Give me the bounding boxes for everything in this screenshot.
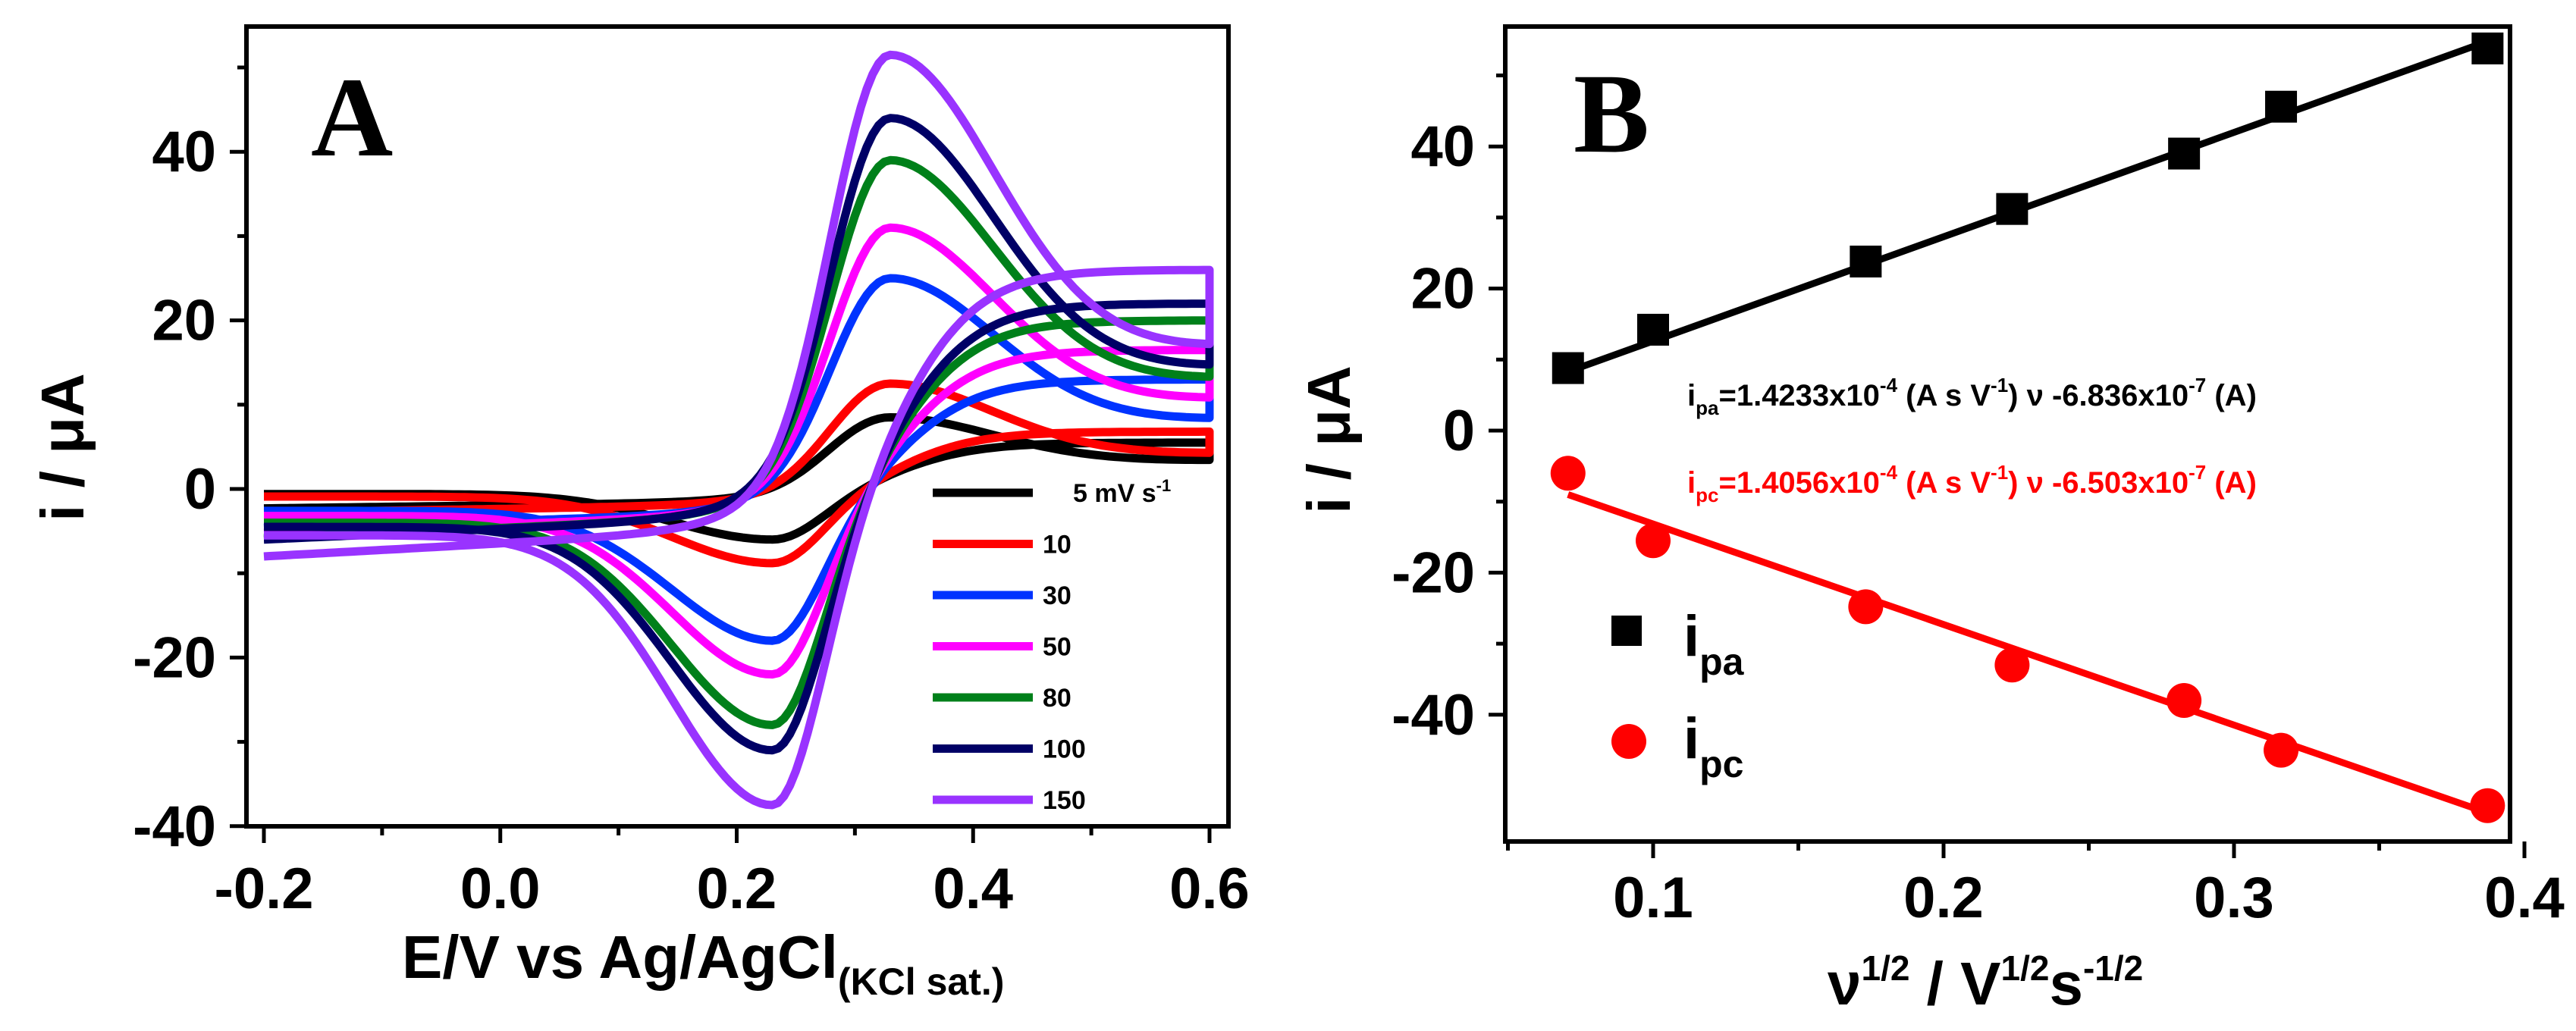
legend-circle-marker	[1611, 724, 1646, 759]
panel-a-curves	[263, 50, 1214, 810]
panel-b-frame	[1503, 24, 2512, 844]
a-xtick-label: 0.0	[460, 857, 541, 921]
panel-b-ticks: 0.1 0.2 0.3 0.4 -40 -20 0 20 40	[1392, 74, 2565, 930]
eq-ipc-exp3: -7	[2189, 461, 2206, 484]
a-ytick-label: 20	[152, 289, 216, 353]
xlabel-v: / V	[1909, 950, 2000, 1017]
a-ytick-label: 0	[184, 457, 216, 522]
legend-label-50: 50	[1043, 633, 1072, 662]
cv-curve-150	[263, 50, 1214, 810]
point-ipc	[1550, 456, 1586, 491]
panel-b-legend: ipa ipc	[1611, 604, 1745, 785]
xlabel-sup1: 1/2	[1862, 948, 1910, 988]
legend-ipa-sub: pa	[1699, 641, 1745, 683]
legend-label-5-mV-s-1: 5 mV s-1	[1073, 476, 1171, 508]
point-ipa	[2471, 32, 2504, 64]
point-ipc	[1848, 589, 1884, 625]
a-xtick-label: 0.6	[1169, 857, 1250, 921]
point-ipa	[2265, 90, 2298, 123]
a-xtick-label: 0.2	[697, 857, 777, 921]
eq-ipc-unit1: (A s V	[1897, 466, 1991, 500]
panel-a-ylabel: i / μA	[29, 373, 96, 522]
eq-ipa-exp3: -7	[2189, 374, 2206, 396]
a-xtick-label: 0.4	[933, 857, 1013, 921]
xlabel-s: s	[2049, 950, 2083, 1017]
eq-ipc-unit2: (A)	[2206, 466, 2257, 500]
panel-b-ylabel: i / μA	[1295, 365, 1363, 514]
eq-ipc-intercept: ) ν -6.503x10	[2008, 466, 2189, 500]
b-ytick-label: 20	[1410, 257, 1475, 321]
eq-ipa-unit2: (A)	[2206, 379, 2257, 412]
b-ytick-label: 40	[1410, 114, 1475, 179]
eq-ipc-exp2: -1	[1991, 461, 2008, 484]
panel-a-legend: 5 mV s-110 30 50 80 100 150	[933, 476, 1171, 815]
panel-b-xlabel: ν1/2 / V1/2s-1/2	[1828, 948, 2143, 1017]
a-ytick-label: -40	[133, 794, 216, 859]
legend-label-10: 10	[1043, 531, 1072, 559]
b-xtick-label: 0.3	[2194, 866, 2274, 930]
point-ipc	[1636, 523, 1671, 559]
legend-ipc-sub: pc	[1699, 743, 1743, 785]
eq-ipa-slope: =1.4233x10	[1718, 379, 1879, 412]
point-ipa	[1552, 352, 1584, 384]
panel-a-xlabel-main: E/V vs Ag/AgCl	[402, 923, 838, 991]
legend-label-100: 100	[1043, 735, 1086, 764]
a-ytick-label: 40	[152, 120, 216, 184]
panel-a-ticks: -0.2 0.0 0.2 0.4 0.6 -40 -20 0 20 40	[133, 65, 1250, 921]
b-xtick-label: 0.4	[2484, 866, 2565, 930]
b-xtick-label: 0.1	[1613, 866, 1693, 930]
panel-a-letter: A	[311, 55, 393, 180]
fit-line-ipc	[1567, 491, 2489, 816]
point-ipa	[1637, 313, 1669, 346]
legend-label-30: 30	[1043, 581, 1072, 610]
panel-b-points	[1550, 32, 2505, 823]
point-ipa	[1850, 245, 1882, 277]
a-xtick-label: -0.2	[215, 857, 314, 921]
panel-a-xlabel: E/V vs Ag/AgCl(KCl sat.)	[402, 923, 1004, 1003]
fit-equation-ipc: ipc=1.4056x10-4 (A s V-1) ν -6.503x10-7 …	[1687, 461, 2257, 506]
point-ipc	[1994, 647, 2030, 683]
point-ipc	[2470, 788, 2505, 823]
legend-ipc: ipc	[1683, 707, 1743, 785]
legend-ipa-i: i	[1683, 604, 1699, 669]
eq-ipc-i: i	[1687, 466, 1696, 500]
eq-ipc-sub: pc	[1696, 484, 1718, 506]
eq-ipa-intercept: ) ν -6.836x10	[2008, 379, 2189, 412]
b-ytick-label: 0	[1443, 399, 1475, 463]
eq-ipa-i: i	[1687, 379, 1696, 412]
eq-ipa-sub: pa	[1696, 396, 1719, 419]
eq-ipc-slope: =1.4056x10	[1718, 466, 1879, 500]
legend-label-80: 80	[1043, 684, 1072, 713]
xlabel-nu: ν	[1828, 950, 1862, 1017]
point-ipa	[1996, 193, 2028, 225]
b-xtick-label: 0.2	[1903, 866, 1984, 930]
xlabel-sup3: -1/2	[2083, 948, 2143, 988]
eq-ipa-exp2: -1	[1991, 374, 2008, 396]
legend-square-marker	[1611, 616, 1642, 646]
fit-equation-ipa: ipa=1.4233x10-4 (A s V-1) ν -6.836x10-7 …	[1687, 374, 2257, 419]
xlabel-sup2: 1/2	[2001, 948, 2050, 988]
point-ipc	[2264, 732, 2299, 768]
legend-ipa: ipa	[1683, 604, 1745, 683]
point-ipc	[2167, 683, 2202, 719]
b-ytick-label: -20	[1392, 541, 1475, 605]
eq-ipa-exp1: -4	[1880, 374, 1898, 396]
panel-b-letter: B	[1574, 51, 1649, 177]
legend-label-150: 150	[1043, 786, 1086, 815]
a-ytick-label: -20	[133, 625, 216, 690]
eq-ipc-exp1: -4	[1880, 461, 1898, 484]
cv-curve-10	[263, 379, 1214, 568]
panel-b-fit-lines	[1567, 38, 2489, 816]
legend-label-sup: -1	[1156, 476, 1172, 495]
panel-a-xlabel-sub: (KCl sat.)	[838, 960, 1004, 1003]
legend-ipc-i: i	[1683, 707, 1699, 771]
eq-ipa-unit1: (A s V	[1897, 379, 1991, 412]
b-ytick-label: -40	[1392, 683, 1475, 747]
panel-a-frame	[244, 24, 1231, 829]
point-ipa	[2168, 137, 2201, 170]
